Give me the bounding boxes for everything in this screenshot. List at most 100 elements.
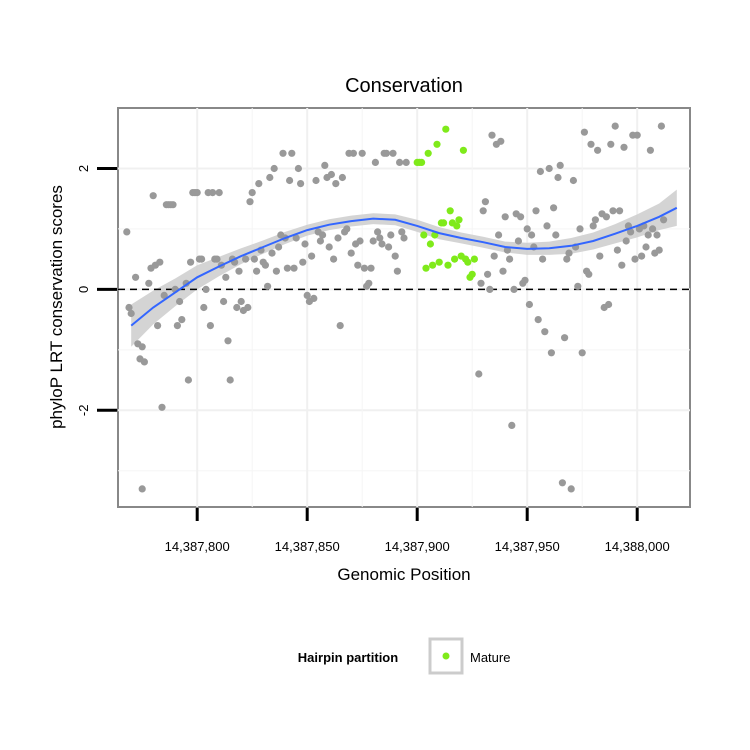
point-other-32 [198, 255, 206, 263]
point-other-142 [510, 285, 518, 293]
point-mature-7 [429, 261, 437, 269]
point-other-171 [574, 282, 582, 290]
point-other-53 [244, 303, 252, 312]
point-other-127 [477, 279, 485, 287]
point-other-152 [532, 207, 540, 215]
point-other-204 [646, 146, 655, 154]
point-other-156 [541, 328, 549, 336]
point-other-61 [261, 261, 269, 269]
point-other-114 [378, 240, 386, 248]
point-other-39 [213, 255, 221, 263]
point-other-174 [580, 128, 589, 136]
point-other-64 [268, 249, 276, 257]
y-axis-label: phyloP LRT conservation scores [47, 185, 66, 429]
point-other-176 [585, 270, 593, 278]
point-other-91 [327, 170, 335, 179]
point-other-144 [514, 237, 523, 245]
x-tick-label-3: 14,387,950 [495, 539, 560, 554]
point-other-0 [123, 228, 131, 236]
point-other-121 [393, 267, 401, 275]
x-tick-label-1: 14,387,850 [275, 539, 340, 554]
point-other-72 [286, 176, 294, 185]
y-tick-label-2: 2 [76, 165, 91, 172]
point-other-203 [644, 231, 652, 239]
point-other-189 [613, 246, 622, 254]
scatter-points [123, 122, 668, 493]
point-other-67 [275, 243, 283, 251]
point-other-168 [567, 485, 575, 493]
point-other-162 [554, 173, 562, 182]
point-other-184 [602, 213, 611, 221]
point-other-37 [209, 189, 217, 197]
point-other-83 [310, 294, 318, 302]
point-other-111 [371, 158, 379, 166]
point-other-84 [312, 176, 320, 185]
point-other-56 [250, 255, 258, 263]
point-other-116 [382, 149, 390, 157]
point-mature-5 [424, 149, 432, 157]
point-other-8 [138, 485, 146, 493]
point-other-50 [237, 297, 245, 306]
y-axis-ticks: -2 0 2 [76, 165, 117, 416]
point-other-78 [299, 258, 307, 266]
point-mature-14 [444, 261, 452, 269]
point-other-86 [316, 237, 324, 245]
point-other-87 [319, 231, 327, 239]
point-other-131 [486, 285, 494, 293]
point-other-202 [642, 243, 650, 251]
point-other-179 [591, 216, 600, 224]
point-other-65 [270, 164, 278, 173]
point-other-141 [508, 421, 516, 429]
point-other-2 [127, 309, 135, 318]
point-other-157 [543, 222, 551, 230]
point-other-192 [620, 143, 628, 151]
point-other-153 [534, 316, 542, 324]
point-other-6 [138, 343, 146, 351]
y-tick-label-1: 0 [76, 286, 91, 293]
point-other-208 [655, 246, 663, 254]
point-other-26 [184, 376, 192, 384]
point-mature-21 [459, 146, 467, 154]
x-tick-label-0: 14,387,800 [165, 539, 230, 554]
point-mature-17 [451, 255, 459, 263]
point-other-16 [160, 291, 168, 299]
point-other-122 [396, 158, 404, 166]
point-other-180 [594, 146, 602, 154]
point-other-197 [631, 255, 639, 263]
point-other-58 [255, 180, 263, 188]
point-other-9 [145, 279, 153, 287]
point-other-15 [158, 403, 166, 411]
point-other-154 [536, 167, 545, 176]
point-mature-13 [442, 125, 450, 133]
point-other-44 [224, 337, 232, 345]
point-other-20 [169, 201, 177, 209]
point-other-101 [349, 149, 357, 157]
point-other-82 [308, 252, 316, 260]
point-other-62 [264, 282, 272, 290]
smooth-line-group [130, 206, 678, 327]
point-other-7 [140, 358, 148, 366]
point-other-66 [272, 267, 280, 275]
point-other-92 [330, 255, 338, 263]
point-other-126 [475, 370, 483, 378]
legend: Hairpin partition Mature [298, 637, 510, 675]
point-other-105 [358, 149, 366, 157]
point-other-209 [657, 122, 666, 130]
point-other-177 [587, 140, 595, 148]
point-other-103 [354, 261, 362, 269]
point-other-76 [294, 164, 302, 173]
point-other-42 [220, 297, 228, 306]
point-other-161 [552, 231, 560, 239]
point-other-160 [550, 204, 558, 212]
point-other-205 [649, 225, 657, 233]
point-other-155 [539, 255, 547, 263]
point-other-207 [653, 231, 661, 239]
point-other-178 [589, 222, 597, 230]
point-other-13 [154, 322, 162, 330]
point-other-172 [576, 225, 584, 233]
point-other-106 [360, 264, 368, 272]
point-other-181 [596, 252, 604, 260]
point-mature-4 [422, 264, 430, 272]
point-other-130 [484, 270, 492, 278]
